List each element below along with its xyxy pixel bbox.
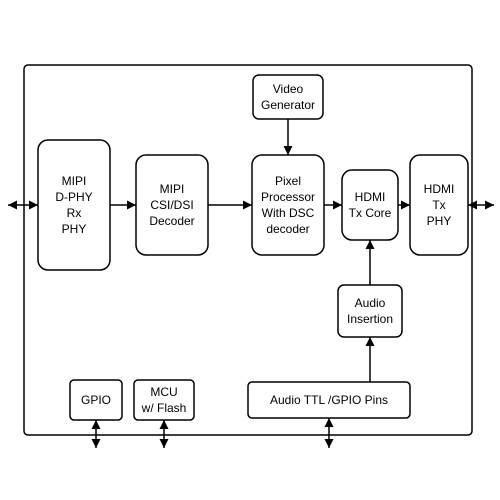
block-hdmi_core-label: HDMI bbox=[355, 190, 386, 204]
block-mipi_dphy-label: MIPI bbox=[62, 174, 87, 188]
block-hdmi_phy-label: HDMI bbox=[424, 182, 455, 196]
block-mipi_csi: MIPI CSI/DSI Decoder bbox=[136, 155, 208, 255]
block-audio_ins: Audio Insertion bbox=[338, 285, 402, 337]
block-hdmi_phy-label: PHY bbox=[427, 214, 452, 228]
block-video_gen-label: Generator bbox=[261, 98, 315, 112]
block-hdmi_core-label: Tx Core bbox=[349, 206, 392, 220]
block-audio_pins-label: Audio TTL /GPIO Pins bbox=[270, 393, 388, 407]
block-hdmi_core: HDMI Tx Core bbox=[342, 170, 398, 240]
block-mipi_dphy-label: D-PHY bbox=[55, 190, 92, 204]
block-mcu-label: MCU bbox=[150, 385, 177, 399]
block-hdmi_phy: HDMI Tx PHY bbox=[410, 155, 468, 255]
block-audio_pins: Audio TTL /GPIO Pins bbox=[248, 382, 410, 418]
block-pixel_proc: Pixel Processor With DSC decoder bbox=[252, 155, 324, 255]
block-pixel_proc-label: Processor bbox=[261, 190, 315, 204]
block-mipi_dphy: MIPI D-PHY Rx PHY bbox=[38, 140, 110, 270]
block-gpio: GPIO bbox=[70, 380, 122, 420]
block-pixel_proc-label: decoder bbox=[266, 222, 309, 236]
block-mipi_dphy-label: Rx bbox=[67, 206, 82, 220]
block-video_gen-label: Video bbox=[273, 82, 304, 96]
block-video_gen: Video Generator bbox=[253, 75, 323, 119]
block-mipi_csi-label: CSI/DSI bbox=[150, 198, 193, 212]
block-gpio-label: GPIO bbox=[81, 393, 111, 407]
block-pixel_proc-label: With DSC bbox=[262, 206, 315, 220]
block-mcu-label: w/ Flash bbox=[141, 401, 187, 415]
block-mipi_csi-label: MIPI bbox=[160, 182, 185, 196]
block-hdmi_phy-label: Tx bbox=[432, 198, 445, 212]
block-audio_ins-label: Insertion bbox=[347, 312, 393, 326]
block-mipi_csi-label: Decoder bbox=[149, 214, 194, 228]
block-diagram: Video Generator MIPI D-PHY Rx PHY MIPI CSI/DSI D… bbox=[0, 0, 500, 500]
block-pixel_proc-label: Pixel bbox=[275, 174, 301, 188]
block-mcu: MCU w/ Flash bbox=[134, 380, 194, 420]
block-audio_ins-label: Audio bbox=[355, 296, 386, 310]
block-mipi_dphy-label: PHY bbox=[62, 222, 87, 236]
